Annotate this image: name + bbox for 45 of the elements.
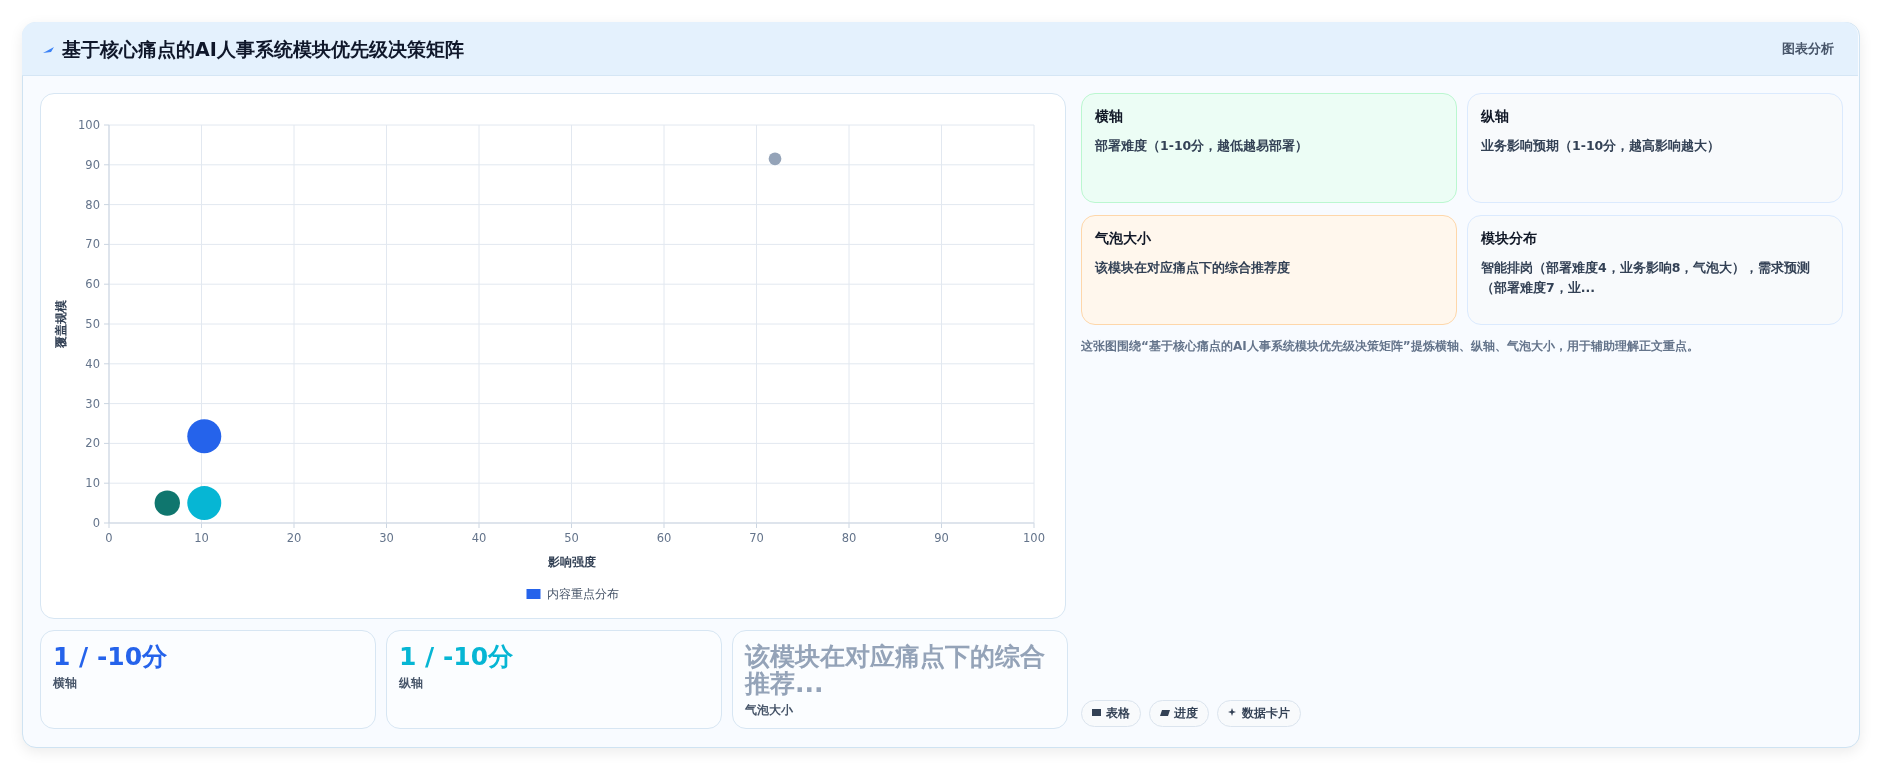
x-tick-label: 0 (105, 531, 113, 545)
text: 智能排岗（部署难度4，业务影响8，气泡大），需求预测（部署难度7，业... (1481, 259, 1812, 297)
text: 气泡大小 (1095, 230, 1152, 248)
y-tick-label: 60 (85, 277, 100, 292)
x-tick-label: 30 (379, 531, 394, 545)
x-tick-label: 60 (656, 531, 672, 545)
y-tick-label: 10 (85, 476, 100, 491)
y-tick-label: 30 (85, 396, 100, 411)
x-tick-label: 40 (471, 531, 487, 545)
text: 进度 (1174, 706, 1198, 720)
text: 横轴 (53, 676, 78, 691)
text: 这张图围绕“基于核心痛点的AI人事系统模块优先级决策矩阵”提炼横轴、纵轴、气泡大小，用于辅助理解正文重点。 (1081, 338, 1700, 355)
text: 1 / -10分 (53, 642, 169, 671)
text: 数据卡片 (1242, 706, 1290, 720)
y-tick-label: 40 (85, 356, 100, 371)
text: 图表分析 (1782, 40, 1834, 58)
text: 横轴 (1095, 108, 1124, 126)
y-tick-label: 20 (85, 436, 100, 451)
x-axis-title: 影响强度 (546, 555, 596, 569)
y-tick-label: 80 (85, 197, 100, 212)
y-axis-title: 覆盖规模 (54, 300, 68, 349)
chart-title: 基于核心痛点的AI人事系统模块优先级决策矩阵 (62, 37, 464, 62)
text: 模块分布 (1481, 230, 1538, 248)
y-tick-label: 70 (85, 237, 100, 252)
x-tick-label: 20 (286, 531, 302, 545)
y-tick-label: 90 (85, 157, 100, 172)
text: 1 / -10分 (399, 642, 515, 671)
text: 业务影响预期（1-10分，越高影响越大） (1481, 137, 1722, 155)
text: 该模块在对应痛点下的综合推荐... (745, 642, 1046, 698)
y-tick-label: 50 (85, 317, 100, 331)
legend-label: 内容重点分布 (546, 587, 619, 601)
text: 纵轴 (399, 676, 424, 691)
x-tick-label: 70 (749, 531, 764, 545)
x-tick-label: 50 (564, 531, 579, 545)
text: 纵轴 (1481, 108, 1510, 126)
text: 部署难度（1-10分，越低越易部署） (1095, 137, 1310, 155)
x-tick-label: 100 (1023, 531, 1045, 545)
y-tick-label: 0 (92, 516, 100, 530)
text: 气泡大小 (745, 703, 794, 718)
x-tick-label: 80 (841, 531, 857, 545)
text: 表格 (1106, 706, 1130, 720)
text: 该模块在对应痛点下的综合推荐度 (1095, 259, 1291, 277)
x-tick-label: 10 (194, 531, 209, 545)
y-tick-label: 100 (78, 118, 100, 132)
x-tick-label: 90 (934, 531, 949, 545)
